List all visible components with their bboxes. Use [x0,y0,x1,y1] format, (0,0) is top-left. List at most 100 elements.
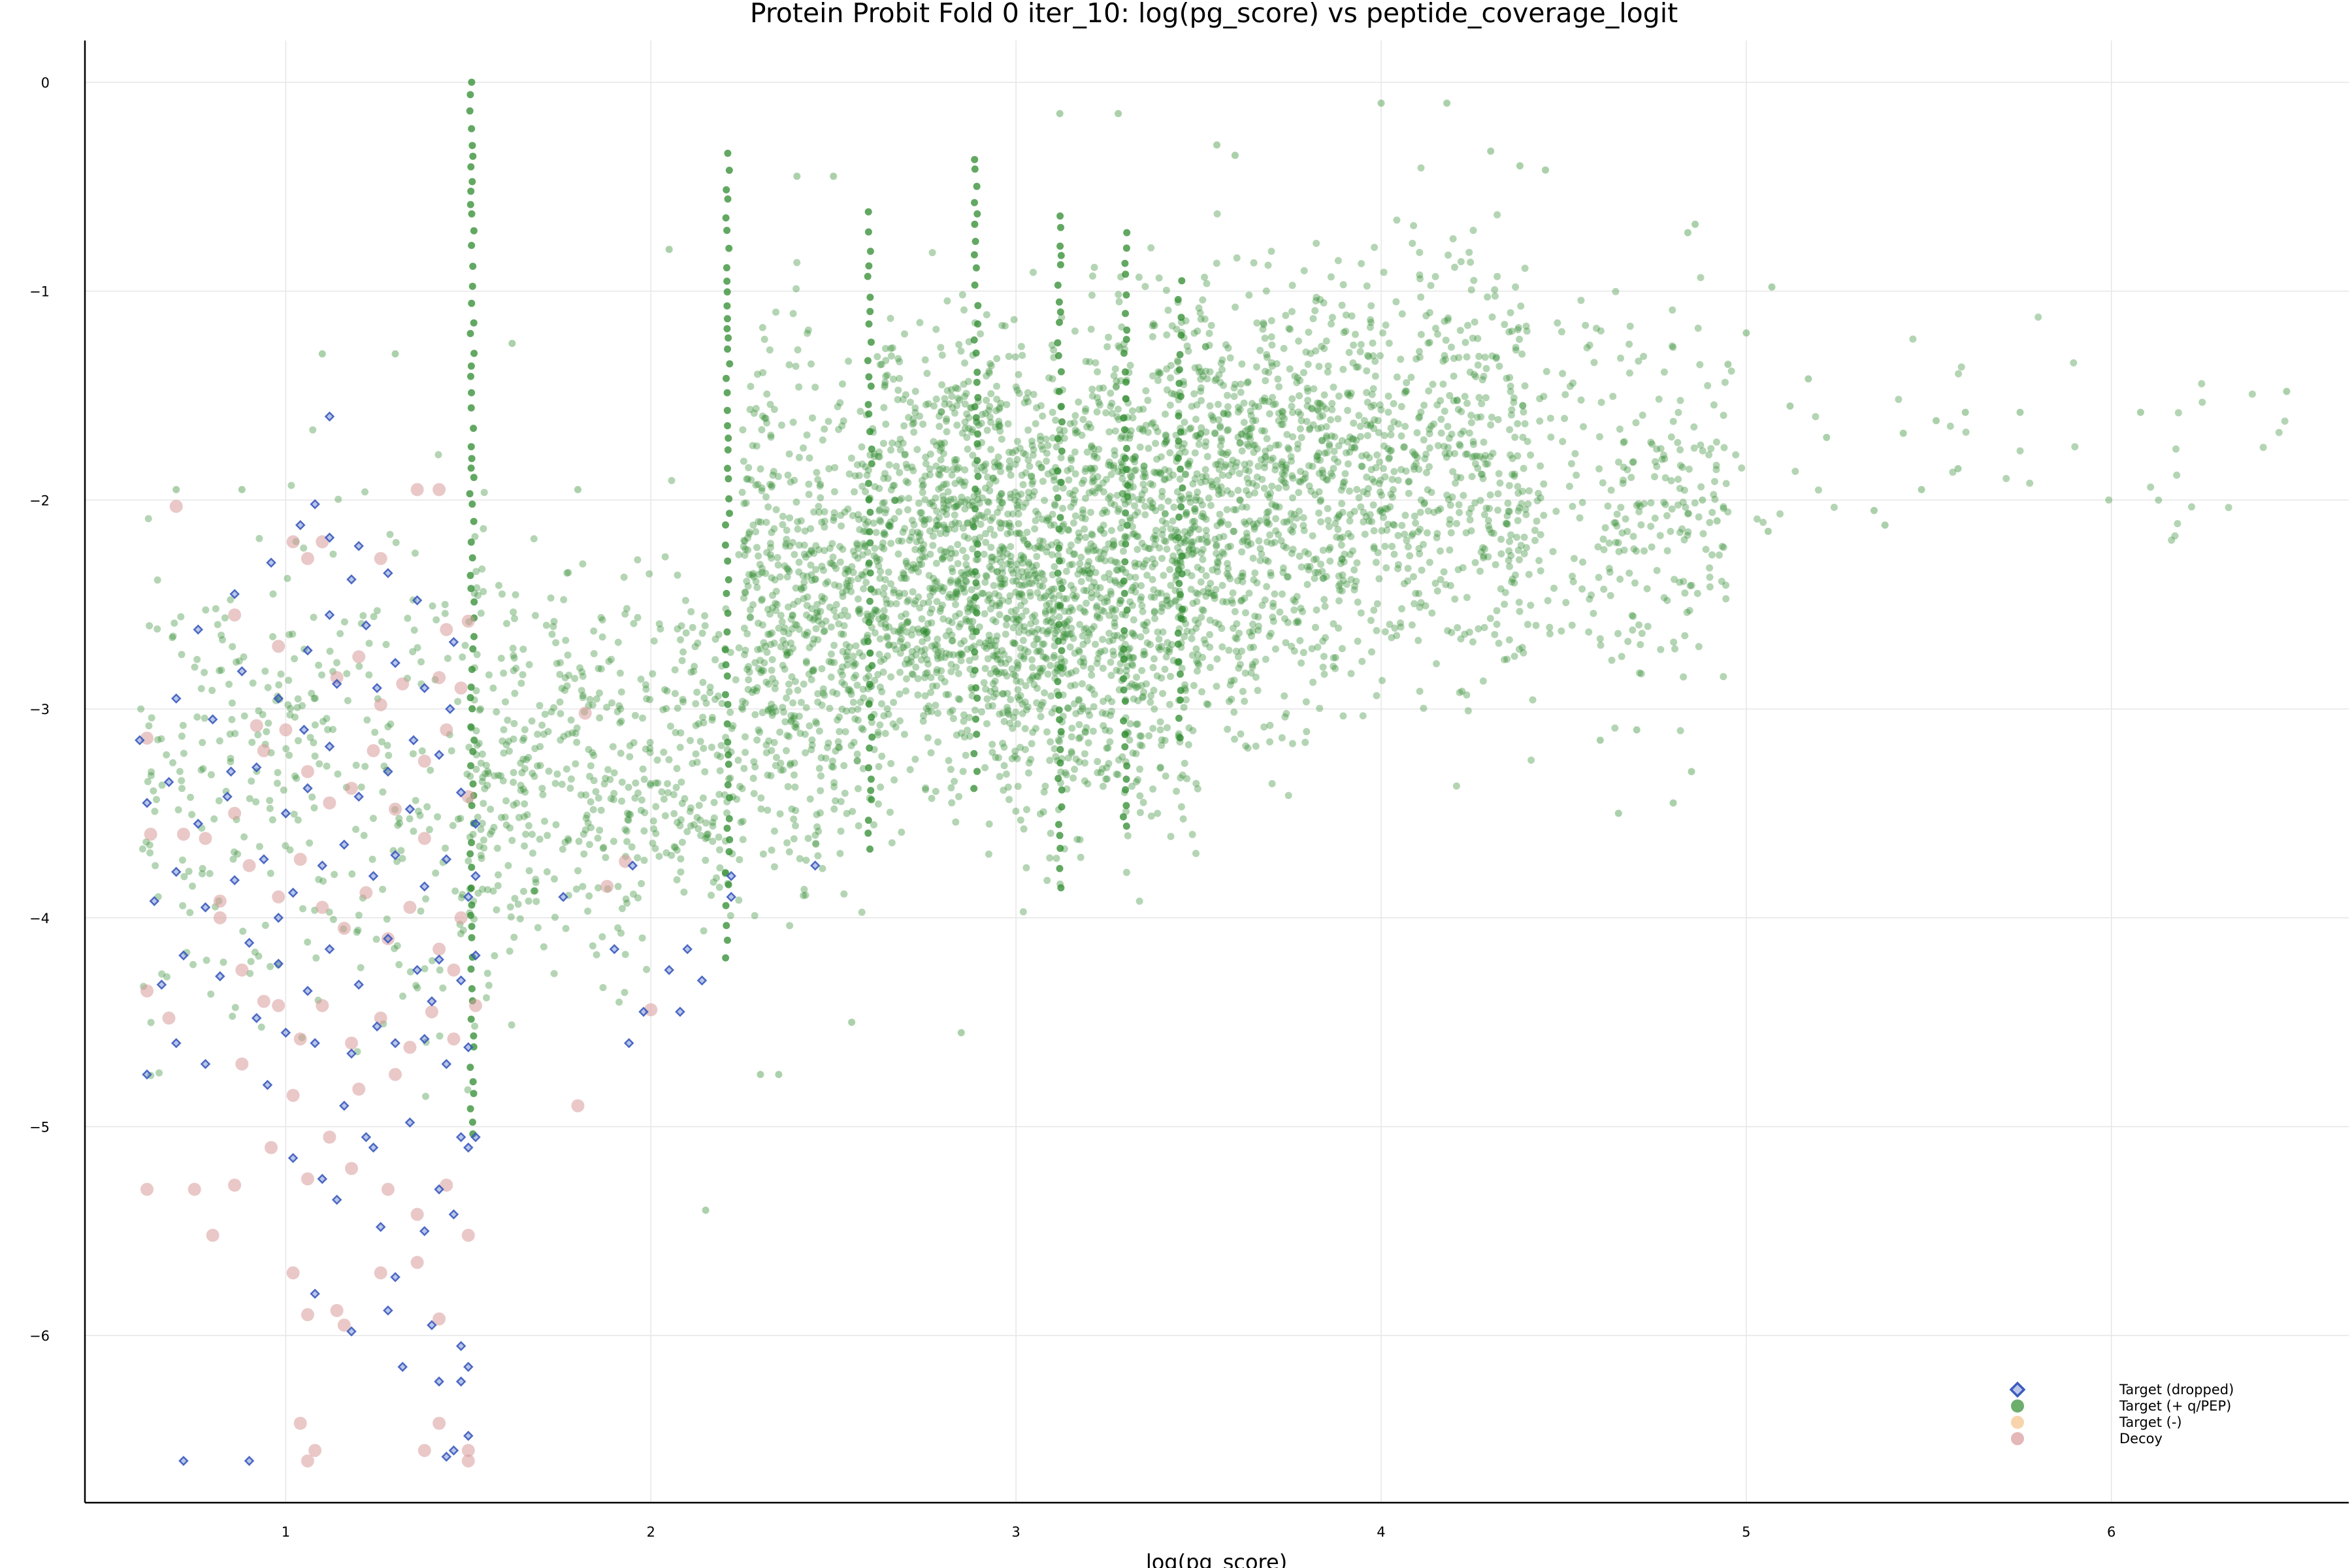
target-qpep-point [923,634,931,642]
target-qpep-point [880,712,888,720]
target-qpep-point [1139,694,1147,702]
target-qpep-point [640,857,648,864]
target-qpep-point [841,570,849,578]
target-qpep-point [1356,423,1364,430]
target-qpep-point [959,547,967,554]
target-qpep-point [1239,569,1247,577]
target-qpep-point [1203,539,1211,547]
target-qpep-point [678,778,685,786]
target-qpep-point [851,551,859,559]
target-qpep-point [151,808,159,815]
target-qpep-point [964,534,972,542]
target-qpep-point [1072,667,1080,675]
target-qpep-point [480,800,487,808]
target-qpep-point [199,739,206,746]
target-qpep-point [593,951,600,958]
target-qpep-point [923,629,930,636]
target-qpep-point [1278,408,1286,415]
target-qpep-point [1194,785,1201,792]
target-qpep-point [1036,544,1044,551]
target-qpep-point [1230,676,1238,684]
target-qpep-point [926,465,934,473]
target-qpep-point [379,788,387,796]
target-qpep-point [909,625,917,633]
target-qpep-point [1182,537,1190,545]
target-qpep-point [938,554,946,562]
target-qpep-point [1381,473,1389,481]
target-qpep-point [479,885,486,893]
target-qpep-point [789,310,797,318]
target-qpep-point [820,566,827,574]
target-qpep-point [1249,441,1257,449]
target-qpep-point [1094,368,1102,376]
target-qpep-point [740,500,748,508]
target-qpep-point [830,488,838,496]
target-qpep-point [855,515,862,523]
target-qpep-point [1111,619,1119,627]
target-qpep-point [294,816,302,824]
target-qpep-point [1162,772,1169,780]
target-qpep-point [804,629,811,636]
target-qpep-point [1306,424,1314,432]
target-qpep-point [274,769,282,776]
target-qpep-point [1416,508,1424,516]
target-qpep-point [962,561,970,568]
target-qpep-point [1314,568,1322,576]
target-qpep-point [936,608,944,615]
target-qpep-point [717,753,725,760]
target-qpep-point [538,785,546,792]
target-qpep-point [1164,602,1172,610]
target-qpep-point [1184,347,1192,355]
target-qpep-point [1362,513,1370,521]
target-qpep-point [658,788,666,796]
target-qpep-point [1078,514,1086,522]
target-qpep-point [1198,566,1205,574]
target-qpep-point [939,587,947,595]
target-qpep-point [1269,602,1277,610]
target-qpep-point [1186,529,1194,537]
target-qpep-point [625,817,632,824]
target-qpep-point [319,877,327,885]
target-qpep-point [1426,430,1433,438]
target-qpep-point [628,843,636,851]
target-qpep-point [674,819,681,826]
target-qpep-point [1029,492,1037,500]
target-qpep-point [1188,651,1196,659]
target-qpep-point [1057,768,1065,776]
target-qpep-point [336,630,344,638]
target-qpep-point [999,690,1007,698]
target-qpep-point [1194,667,1201,675]
target-qpep-point [750,410,758,417]
target-qpep-point [1335,512,1343,520]
target-qpep-point [1193,432,1201,439]
target-qpep-point [1084,780,1092,788]
target-qpep-point [1449,468,1457,476]
target-qpep-point [766,346,774,354]
target-qpep-point [1256,545,1264,553]
target-qpep-point [1203,453,1211,461]
target-qpep-point [1470,440,1477,448]
target-qpep-point [767,433,775,441]
target-qpep-point [1025,580,1033,587]
target-qpep-point [1335,582,1343,590]
target-qpep-point [1161,510,1169,517]
target-qpep-point [1360,488,1367,496]
target-qpep-point [248,738,256,746]
target-qpep-point [792,285,800,293]
target-qpep-point [1193,470,1201,478]
target-qpep-point [1126,361,1134,369]
target-qpep-point [1317,424,1325,432]
target-qpep-point [982,685,990,693]
target-qpep-point [786,761,794,769]
target-qpep-point [1141,621,1149,629]
target-qpep-point [933,668,941,676]
target-qpep-point [1090,465,1098,472]
target-qpep-point [1113,559,1121,566]
target-qpep-point [1032,420,1039,427]
target-qpep-point [697,832,705,840]
target-qpep-point [836,558,844,566]
target-qpep-point [1288,740,1296,747]
target-qpep-point [912,651,920,659]
target-qpep-point [880,591,888,598]
target-qpep-point [1467,419,1475,427]
